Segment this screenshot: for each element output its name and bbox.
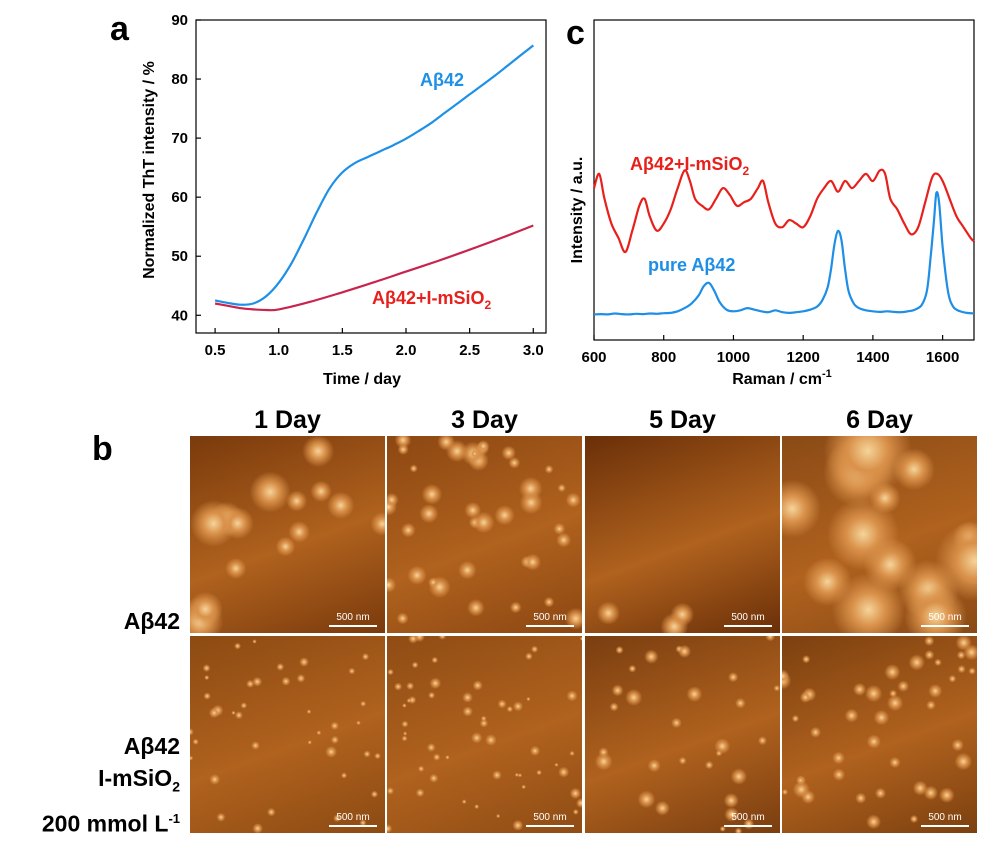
raman-line-abeta42-imsio2 [592, 168, 975, 254]
scale-bar-line [526, 625, 574, 627]
row-label-abeta42: Aβ42 [123, 608, 180, 634]
scale-bar-label: 500 nm [928, 612, 962, 623]
afm-image-grid: b 1 Day 3 Day 5 Day 6 Day Aβ42 Aβ42 I-mS… [0, 400, 986, 847]
raman-x-tick-label: 1600 [926, 349, 959, 366]
thT-y-tick-label: 80 [171, 71, 188, 88]
raman-chart: 600 800 1000 1200 1400 1600 Raman / cm-1 Inte… [569, 19, 975, 388]
raman-x-tick-label: 1000 [717, 349, 750, 366]
thT-x-tick-label: 1.5 [332, 342, 353, 359]
raman-line-pure-abeta42 [593, 190, 975, 316]
scale-bar-label: 500 nm [533, 812, 567, 823]
column-header-1-day: 1 Day [254, 406, 321, 434]
raman-plot-frame [593, 19, 975, 341]
raman-y-axis-label: Intensity / a.u. [569, 157, 586, 264]
scale-bar-label: 500 nm [336, 612, 370, 623]
thT-series [214, 44, 534, 312]
raman-x-tick-label: 1200 [786, 349, 819, 366]
raman-axes [593, 19, 975, 341]
thT-yticks: 40 50 60 70 80 90 [171, 12, 201, 324]
raman-x-tick-label: 800 [651, 349, 676, 366]
afm-image-abeta42-1-day: 500 nm [190, 436, 385, 633]
thT-x-tick-label: 1.0 [268, 342, 289, 359]
thT-x-tick-label: 0.5 [205, 342, 226, 359]
scale-bar: 500 nm [921, 812, 969, 827]
scale-bar: 500 nm [526, 612, 574, 627]
thT-plot-frame [195, 19, 547, 334]
thT-y-tick-label: 50 [171, 248, 188, 265]
scale-bar: 500 nm [921, 612, 969, 627]
scale-bar: 500 nm [329, 612, 377, 627]
scale-bar: 500 nm [724, 612, 772, 627]
scale-bar-label: 500 nm [533, 612, 567, 623]
panel-letter-a: a [110, 10, 129, 48]
thT-x-axis-label: Time / day [323, 371, 401, 388]
thT-annotation-abeta42-imsio2: Aβ42+I-mSiO2 [372, 288, 492, 312]
thT-xticks: 0.5 1.0 1.5 2.0 2.5 3.0 [205, 328, 544, 359]
thT-x-tick-label: 2.5 [459, 342, 480, 359]
scale-bar-label: 500 nm [731, 812, 765, 823]
afm-image-abeta42-6-day: 500 nm [782, 436, 977, 633]
scale-bar-line [329, 625, 377, 627]
thT-y-tick-label: 90 [171, 12, 188, 29]
afm-image-abeta42-imsio2-6-day: 500 nm [782, 636, 977, 833]
scale-bar-label: 500 nm [928, 812, 962, 823]
raman-x-tick-label: 1400 [856, 349, 889, 366]
thT-annotation-abeta42: Aβ42 [420, 70, 464, 90]
row-label-abeta42-imsio2: Aβ42 I-mSiO2 200 mmol L-1 [0, 730, 180, 839]
scale-bar: 500 nm [526, 812, 574, 827]
thT-y-axis-label: Normalized ThT intensity / % [141, 61, 158, 279]
thT-x-tick-label: 2.0 [396, 342, 417, 359]
afm-image-abeta42-5-day: 500 nm [585, 436, 780, 633]
raman-xticks: 600 800 1000 1200 1400 1600 [581, 335, 959, 366]
thT-line-abeta42-imsio2 [214, 224, 534, 312]
thT-axes [195, 19, 547, 334]
thT-x-tick-label: 3.0 [523, 342, 544, 359]
thT-y-tick-label: 40 [171, 307, 188, 324]
thT-y-tick-label: 60 [171, 189, 188, 206]
row-label-line-imsio2: I-mSiO2 [98, 765, 180, 795]
scale-bar-label: 500 nm [336, 812, 370, 823]
raman-x-axis-label: Raman / cm-1 [732, 368, 832, 388]
thT-chart: 0.5 1.0 1.5 2.0 2.5 3.0 40 50 60 70 80 90 Time / d… [141, 12, 547, 388]
scale-bar-line [921, 825, 969, 827]
scale-bar: 500 nm [329, 812, 377, 827]
column-header-3-day: 3 Day [451, 406, 518, 434]
row-label-line-abeta42: Aβ42 [123, 733, 180, 759]
scale-bar-line [921, 625, 969, 627]
afm-image-abeta42-imsio2-5-day: 500 nm [585, 636, 780, 833]
scale-bar-line [526, 825, 574, 827]
row-label-line-concentration: 200 mmol L-1 [41, 810, 180, 837]
panel-letter-c: c [566, 14, 585, 52]
panel-letter-b: b [92, 430, 113, 468]
raman-annotation-pure-abeta42: pure Aβ42 [648, 255, 735, 275]
raman-x-tick-label: 600 [581, 349, 606, 366]
raman-series [592, 168, 975, 316]
scale-bar: 500 nm [724, 812, 772, 827]
column-header-6-day: 6 Day [846, 406, 913, 434]
thT-y-tick-label: 70 [171, 130, 188, 147]
scale-bar-line [329, 825, 377, 827]
afm-image-abeta42-imsio2-3-day: 500 nm [387, 636, 582, 833]
scale-bar-line [724, 825, 772, 827]
scale-bar-label: 500 nm [731, 612, 765, 623]
column-header-5-day: 5 Day [649, 406, 716, 434]
thT-line-abeta42 [214, 44, 534, 306]
raman-annotation-abeta42-imsio2: Aβ42+I-mSiO2 [630, 154, 750, 178]
scale-bar-line [724, 625, 772, 627]
afm-image-abeta42-imsio2-1-day: 500 nm [190, 636, 385, 833]
afm-image-abeta42-3-day: 500 nm [387, 436, 582, 633]
